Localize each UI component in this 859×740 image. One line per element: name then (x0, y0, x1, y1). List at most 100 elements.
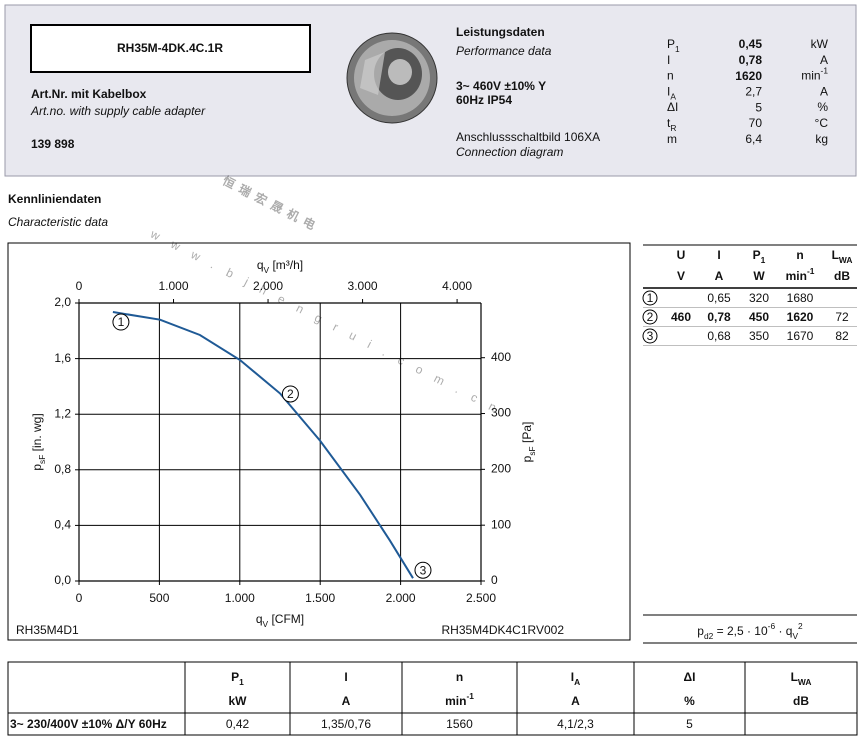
y-tick-label: 0,4 (54, 518, 71, 532)
table-unit-part: -1 (466, 691, 474, 701)
x2-tick-label: 4.000 (442, 279, 472, 293)
spec-line: 60Hz IP54 (456, 93, 512, 107)
table-header: IA (571, 670, 580, 687)
param-symbol-part: n (667, 69, 674, 83)
table-header: U (677, 248, 686, 262)
table-unit-part: A (715, 269, 724, 283)
article-label-en: Art.no. with supply cable adapter (30, 104, 206, 118)
param-value: 2,7 (745, 85, 762, 99)
table-header-part: WA (839, 255, 853, 265)
table-header-part: P (753, 248, 761, 262)
table-unit: dB (793, 694, 809, 708)
y-axis-label: psF [in. wg] (30, 413, 47, 470)
table-unit: A (342, 694, 351, 708)
table-header-part: WA (798, 677, 812, 687)
y-axis-label-part: sF (37, 455, 47, 464)
section-subtitle: Characteristic data (8, 215, 108, 229)
chart-note: RH35M4DK4C1RV002 (441, 623, 564, 637)
perf-title: Leistungsdaten (456, 25, 545, 39)
table-cell: 350 (749, 329, 769, 343)
table-header: LWA (832, 248, 853, 265)
table-cell: 5 (686, 717, 693, 731)
y2-axis-label-part: sF (527, 446, 537, 455)
table-cell: 1560 (446, 717, 473, 731)
y-tick-label: 2,0 (54, 295, 71, 309)
formula-part: = 2,5 · 10 (713, 624, 768, 638)
bottom-table-frame (7, 661, 858, 736)
curve (112, 311, 414, 579)
row-marker (642, 309, 658, 325)
watermark-url: www.bjhengrui.com.cn (147, 226, 511, 421)
param-symbol: I (667, 53, 670, 67)
param-unit-part: min (801, 69, 820, 83)
param-symbol: tR (667, 116, 676, 133)
param-unit: kg (815, 132, 828, 146)
table-cell: 450 (749, 310, 769, 324)
watermark-text: 恒瑞宏晟机电 (220, 173, 323, 235)
x-axis-label: qV [CFM] (256, 612, 304, 629)
table-header: ΔI (684, 670, 696, 684)
param-value: 1620 (735, 69, 762, 83)
y2-axis-label-part: [Pa] (520, 422, 534, 447)
param-symbol-part: I (667, 53, 670, 67)
operating-point-marker (414, 561, 432, 579)
formula-part: V (792, 631, 798, 641)
table-header-part: 1 (239, 677, 244, 687)
table-header-part: P (231, 670, 239, 684)
model-name: RH35M-4DK.4C.1R (117, 41, 223, 55)
param-unit-part: kW (811, 37, 829, 51)
table-cell: 0,42 (226, 717, 250, 731)
table-cell: 3~ 230/400V ±10% Δ/Y 60Hz (10, 717, 167, 731)
connection-en: Connection diagram (456, 145, 563, 159)
param-value: 70 (749, 116, 763, 130)
x-tick-label: 1.000 (225, 591, 255, 605)
x-tick-label: 2.500 (466, 591, 496, 605)
y-tick-label: 1,2 (54, 406, 71, 420)
param-value: 5 (755, 100, 762, 114)
formula: pd2 = 2,5 · 10-6 · qV2 (697, 621, 803, 641)
x-tick-label: 500 (149, 591, 169, 605)
x-axis-label-part: V (263, 619, 269, 629)
y2-tick-label: 0 (491, 573, 498, 587)
table-cell: 1 (647, 291, 654, 305)
table-unit: V (677, 269, 685, 283)
param-symbol-part: A (670, 92, 676, 102)
table-cell: 3 (647, 329, 654, 343)
table-header-part: I (344, 670, 347, 684)
table-cell: 1670 (787, 329, 814, 343)
y-tick-label: 1,6 (54, 351, 71, 365)
table-header: P1 (231, 670, 244, 687)
table-header-part: U (677, 248, 686, 262)
table-unit-part: min (786, 269, 807, 283)
table-header: P1 (753, 248, 766, 265)
param-unit-part: A (820, 85, 828, 99)
table-unit: kW (229, 694, 248, 708)
param-symbol: n (667, 69, 674, 83)
x-tick-label: 2.000 (386, 591, 416, 605)
table-cell: 0,78 (707, 310, 731, 324)
table-cell: 1620 (787, 310, 814, 324)
table-unit: % (684, 694, 695, 708)
table-cell: 460 (671, 310, 691, 324)
perf-subtitle: Performance data (456, 44, 552, 58)
param-symbol: P1 (667, 37, 680, 54)
param-symbol-part: 1 (675, 44, 680, 54)
row-marker (642, 290, 658, 306)
param-symbol-part: P (667, 37, 675, 51)
param-symbol: ΔI (667, 100, 678, 114)
param-unit-part: A (820, 53, 828, 67)
table-unit: min-1 (786, 266, 815, 283)
table-header-part: A (574, 677, 580, 687)
param-symbol-part: m (667, 132, 677, 146)
param-symbol-part: t (667, 116, 671, 130)
y-axis-label-part: p (30, 464, 44, 471)
operating-point-marker (281, 385, 299, 403)
table-header: n (796, 248, 803, 262)
y2-axis-label: psF [Pa] (520, 422, 537, 463)
table-unit-part: % (684, 694, 695, 708)
table-unit: A (715, 269, 724, 283)
table-cell: 2 (647, 310, 654, 324)
table-unit-part: A (342, 694, 351, 708)
table-cell: 72 (835, 310, 849, 324)
